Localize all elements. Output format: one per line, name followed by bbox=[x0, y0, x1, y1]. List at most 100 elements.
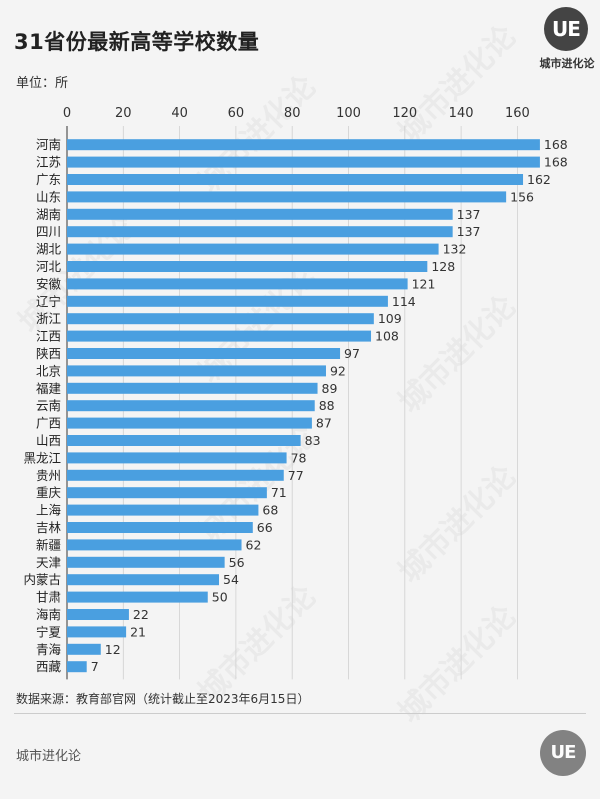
category-label: 甘肃 bbox=[36, 590, 61, 605]
bar bbox=[67, 556, 225, 568]
category-label: 北京 bbox=[36, 363, 61, 378]
bar bbox=[67, 313, 374, 325]
data-label: 156 bbox=[510, 189, 534, 204]
bar bbox=[67, 226, 453, 238]
category-label: 陕西 bbox=[36, 346, 61, 361]
data-label: 92 bbox=[330, 363, 346, 378]
data-label: 132 bbox=[443, 242, 467, 257]
data-label: 56 bbox=[229, 555, 245, 570]
category-label: 新疆 bbox=[36, 537, 61, 552]
data-label: 21 bbox=[130, 624, 146, 639]
bar bbox=[67, 295, 388, 307]
bar bbox=[67, 174, 524, 185]
bar bbox=[67, 330, 372, 342]
chart-title: 31省份最新高等学校数量 bbox=[14, 30, 260, 54]
x-tick-label: 80 bbox=[284, 106, 301, 121]
bar bbox=[67, 591, 208, 603]
category-label: 云南 bbox=[36, 398, 61, 413]
bar bbox=[67, 522, 253, 533]
data-label: 66 bbox=[257, 520, 273, 535]
category-label: 西藏 bbox=[36, 659, 62, 674]
x-tick-label: 40 bbox=[171, 106, 188, 121]
bar bbox=[67, 139, 540, 151]
data-label: 89 bbox=[322, 381, 338, 396]
category-label: 重庆 bbox=[36, 485, 62, 500]
x-tick-label: 120 bbox=[392, 106, 417, 121]
logo-caption: 城市进化论 bbox=[539, 57, 595, 70]
data-label: 87 bbox=[316, 416, 332, 431]
x-tick-label: 60 bbox=[228, 106, 245, 121]
data-label: 83 bbox=[305, 433, 321, 448]
bar bbox=[67, 348, 341, 359]
data-label: 162 bbox=[527, 172, 551, 187]
category-label: 黑龙江 bbox=[23, 450, 61, 465]
category-label: 吉林 bbox=[36, 520, 62, 535]
bar bbox=[67, 278, 408, 290]
data-label: 97 bbox=[344, 346, 360, 361]
category-label: 安徽 bbox=[36, 276, 62, 291]
bar bbox=[67, 469, 284, 481]
bar bbox=[67, 504, 259, 516]
x-tick-label: 20 bbox=[115, 106, 132, 121]
data-label: 137 bbox=[457, 224, 481, 239]
data-label: 137 bbox=[457, 207, 481, 222]
data-label: 114 bbox=[392, 294, 416, 309]
bar bbox=[67, 643, 101, 655]
footer-logo-icon: UE bbox=[540, 730, 586, 776]
footer-brand: 城市进化论 bbox=[16, 749, 82, 764]
divider bbox=[14, 713, 586, 714]
data-label: 62 bbox=[246, 537, 262, 552]
data-label: 71 bbox=[271, 485, 287, 500]
bar bbox=[67, 574, 220, 586]
category-label: 广西 bbox=[36, 416, 61, 431]
data-label: 54 bbox=[223, 572, 239, 587]
bar bbox=[67, 382, 318, 394]
category-label: 山东 bbox=[36, 189, 61, 204]
category-label: 天津 bbox=[36, 555, 61, 570]
category-label: 浙江 bbox=[36, 311, 61, 326]
data-label: 12 bbox=[105, 642, 121, 657]
data-label: 168 bbox=[544, 137, 568, 152]
bar bbox=[67, 487, 267, 499]
data-label: 121 bbox=[412, 276, 436, 291]
category-label: 湖南 bbox=[36, 207, 61, 222]
unit-label: 单位：所 bbox=[16, 76, 69, 91]
ue-logo-icon: UE bbox=[544, 7, 588, 51]
data-label: 7 bbox=[91, 659, 99, 674]
data-label: 88 bbox=[319, 398, 335, 413]
bar bbox=[67, 191, 507, 203]
bar bbox=[67, 243, 439, 255]
data-label: 77 bbox=[288, 468, 304, 483]
category-label: 内蒙古 bbox=[23, 572, 61, 587]
x-tick-label: 100 bbox=[336, 106, 361, 121]
bar bbox=[67, 435, 301, 446]
category-label: 江西 bbox=[36, 329, 61, 344]
bar bbox=[67, 400, 315, 412]
bar bbox=[67, 609, 129, 620]
category-label: 江苏 bbox=[36, 155, 61, 170]
x-tick-label: 140 bbox=[449, 106, 474, 121]
category-label: 四川 bbox=[36, 224, 61, 239]
brand-logo: UE 城市进化论 bbox=[537, 5, 595, 75]
category-label: 广东 bbox=[36, 172, 61, 187]
category-label: 湖北 bbox=[36, 242, 62, 257]
bar bbox=[67, 452, 287, 464]
bar bbox=[67, 661, 87, 673]
category-label: 上海 bbox=[36, 503, 62, 518]
data-label: 168 bbox=[544, 155, 568, 170]
x-tick-label: 0 bbox=[63, 106, 71, 121]
category-label: 贵州 bbox=[36, 468, 61, 483]
data-label: 50 bbox=[212, 590, 228, 605]
bar bbox=[67, 626, 127, 638]
data-label: 68 bbox=[262, 503, 278, 518]
bar bbox=[67, 365, 326, 377]
source-note: 数据来源：教育部官网（统计截止至2023年6月15日） bbox=[16, 692, 310, 706]
bar bbox=[67, 156, 540, 168]
bar bbox=[67, 539, 242, 551]
bar bbox=[67, 208, 453, 220]
bar bbox=[67, 261, 428, 272]
data-label: 128 bbox=[431, 259, 455, 274]
x-tick-label: 160 bbox=[505, 106, 530, 121]
bar-chart: 0 20 40 60 80 100 120 140 160 河南 168 江苏 168 广东 162 山东 15… bbox=[23, 106, 568, 680]
category-label: 宁夏 bbox=[36, 624, 62, 639]
